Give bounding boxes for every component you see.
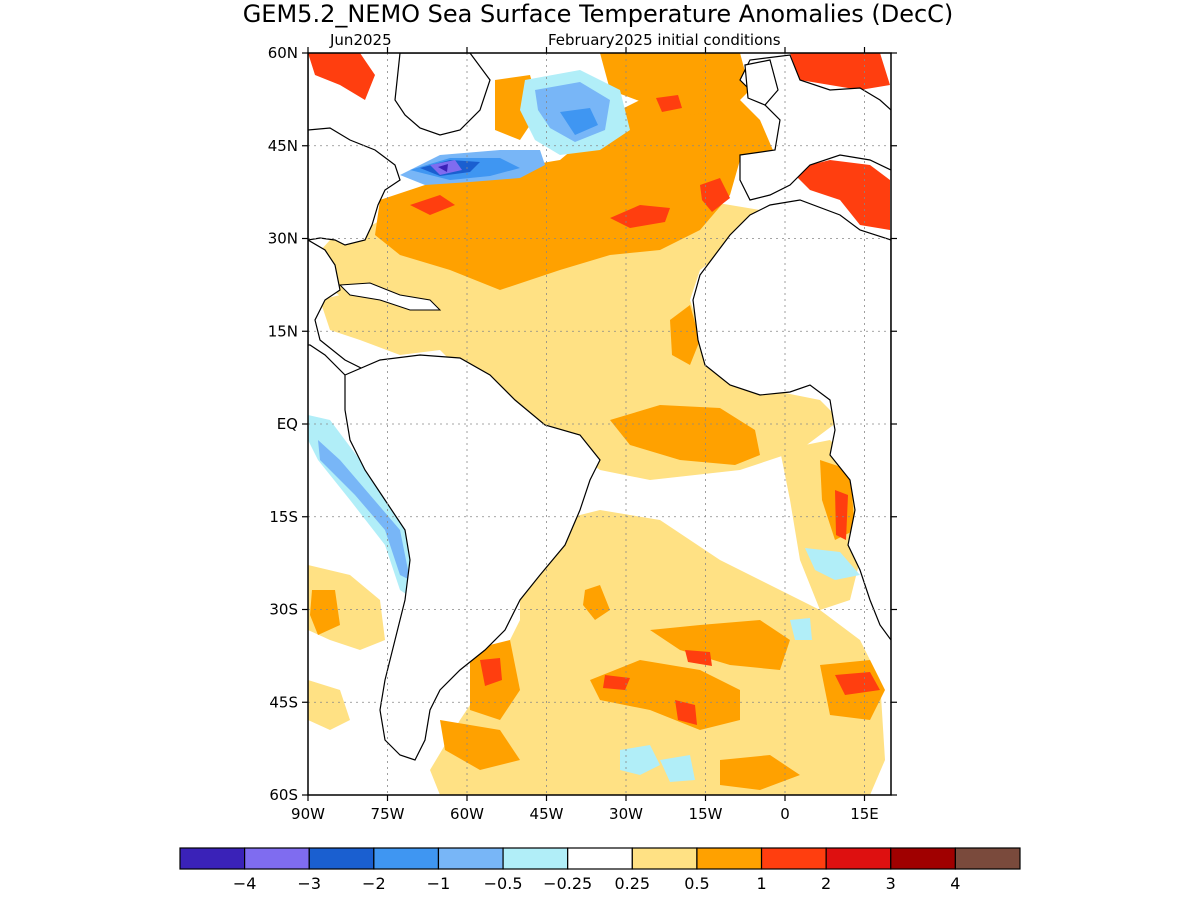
colorbar-swatch bbox=[437, 847, 504, 870]
lon-tick-label: 45W bbox=[530, 805, 564, 823]
anomaly-region-south-atlantic-yellow bbox=[430, 510, 885, 795]
colorbar-label: −4 bbox=[233, 874, 257, 893]
anomaly-region-south-red-1 bbox=[603, 675, 630, 690]
anomaly-shading bbox=[308, 53, 891, 795]
colorbar-label: 0.5 bbox=[684, 874, 709, 893]
anomaly-region-south-orange-6 bbox=[440, 720, 520, 770]
lon-tick-label: 0 bbox=[780, 805, 790, 823]
anomaly-region-south-red-5 bbox=[835, 672, 880, 695]
lat-tick-label: 30S bbox=[269, 601, 298, 619]
colorbar-swatch bbox=[631, 847, 698, 870]
anomaly-region-gulfstream-red bbox=[410, 195, 455, 215]
anomaly-region-southeast-pacific-orange bbox=[310, 590, 340, 635]
anomaly-region-south-red-3 bbox=[675, 700, 697, 725]
anomaly-region-north-red bbox=[656, 95, 682, 112]
lon-tick-label: 15E bbox=[850, 805, 879, 823]
lon-tick-label: 90W bbox=[291, 805, 325, 823]
colorbar-swatch bbox=[760, 847, 827, 870]
colorbar-label: −0.25 bbox=[543, 874, 592, 893]
colorbar-label: 2 bbox=[821, 874, 831, 893]
lead-month-label: Jun2025 bbox=[329, 31, 392, 49]
initial-conditions-label: February2025 initial conditions bbox=[548, 31, 781, 49]
lat-tick-label: EQ bbox=[277, 415, 298, 433]
colorbar-label: −0.5 bbox=[484, 874, 523, 893]
colorbar-swatch bbox=[696, 847, 763, 870]
lat-tick-label: 15S bbox=[269, 508, 298, 526]
lat-tick-label: 15N bbox=[268, 322, 298, 340]
anomaly-region-south-orange-2 bbox=[650, 620, 790, 670]
lat-tick-label: 30N bbox=[268, 230, 298, 248]
anomaly-region-azores-red bbox=[700, 178, 730, 212]
colorbar-swatch bbox=[308, 847, 375, 870]
anomaly-region-patagonia-yellow bbox=[308, 680, 350, 730]
colorbar-swatch bbox=[954, 847, 1021, 870]
longitude-axis: 90W 75W 60W 45W 30W 15W 0 15E bbox=[291, 47, 879, 823]
anomaly-region-gulf-stream-blue-5 bbox=[438, 164, 448, 172]
anomaly-region-mediterranean-red bbox=[790, 160, 890, 230]
land-north-america bbox=[308, 53, 401, 246]
sst-anomaly-map: 60N 45N 30N 15N EQ 15S 30S 45S 60S 90W 75W 60W 45W 3… bbox=[268, 44, 897, 823]
latitude-axis: 60N 45N 30N 15N EQ 15S 30S 45S 60S bbox=[268, 44, 897, 804]
anomaly-region-south-lightblue-3 bbox=[790, 618, 812, 640]
anomaly-region-north-orange-top bbox=[600, 53, 750, 115]
colorbar-label: −2 bbox=[362, 874, 386, 893]
land-british-isles bbox=[744, 59, 779, 106]
anomaly-region-mid-atlantic-red bbox=[610, 205, 670, 228]
anomaly-region-north-cold-blue-2 bbox=[560, 108, 598, 135]
colorbar-label: −1 bbox=[427, 874, 451, 893]
figure-title: GEM5.2_NEMO Sea Surface Temperature Anom… bbox=[243, 0, 954, 28]
land-cuba-hispaniola bbox=[338, 282, 442, 311]
colorbar-label: 0.25 bbox=[614, 874, 650, 893]
lat-tick-label: 60N bbox=[268, 44, 298, 62]
colorbar-label: 4 bbox=[950, 874, 960, 893]
anomaly-region-northwest-red bbox=[308, 53, 375, 100]
anomaly-region-north-atlantic-orange bbox=[375, 80, 775, 290]
land-south-america bbox=[344, 354, 601, 761]
map-gridlines bbox=[308, 53, 891, 795]
lon-tick-label: 75W bbox=[371, 805, 405, 823]
lon-tick-label: 15W bbox=[689, 805, 723, 823]
anomaly-region-south-lightblue-1 bbox=[620, 745, 660, 775]
anomaly-region-south-lightblue-2 bbox=[660, 755, 695, 782]
colorbar-swatch bbox=[244, 847, 310, 870]
lon-tick-label: 30W bbox=[609, 805, 643, 823]
anomaly-region-west-africa-orange bbox=[670, 305, 700, 365]
colorbar-label: 3 bbox=[886, 874, 896, 893]
anomaly-region-benguela-lightblue bbox=[805, 548, 860, 580]
land-africa bbox=[692, 199, 891, 642]
anomaly-region-equatorial-orange bbox=[610, 405, 760, 465]
colorbar-swatch bbox=[502, 847, 569, 870]
lat-tick-label: 60S bbox=[269, 786, 298, 804]
anomaly-region-northeast-red bbox=[790, 53, 890, 90]
colorbar-swatch bbox=[825, 847, 892, 870]
anomaly-region-namibia-red bbox=[835, 490, 848, 540]
anomaly-region-south-orange-7 bbox=[720, 755, 800, 790]
colorbar: −4 −3 −2 −1 −0.5 −0.25 0.25 0.5 1 2 3 4 bbox=[179, 847, 1021, 893]
land-central-america bbox=[308, 239, 366, 381]
land-greenland-canada bbox=[394, 53, 491, 136]
anomaly-region-south-orange-4 bbox=[583, 585, 610, 620]
lat-tick-label: 45N bbox=[268, 137, 298, 155]
colorbar-swatch bbox=[567, 847, 633, 870]
colorbar-swatch bbox=[373, 847, 440, 870]
lon-tick-label: 60W bbox=[450, 805, 484, 823]
colorbar-label: 1 bbox=[756, 874, 766, 893]
colorbar-swatch bbox=[890, 847, 956, 870]
anomaly-region-south-red-4 bbox=[480, 658, 502, 686]
anomaly-region-south-orange-1 bbox=[590, 660, 740, 730]
colorbar-swatch bbox=[179, 847, 246, 870]
colorbar-label: −3 bbox=[297, 874, 321, 893]
lat-tick-label: 45S bbox=[269, 693, 298, 711]
anomaly-region-peru-current-blue bbox=[318, 440, 410, 580]
